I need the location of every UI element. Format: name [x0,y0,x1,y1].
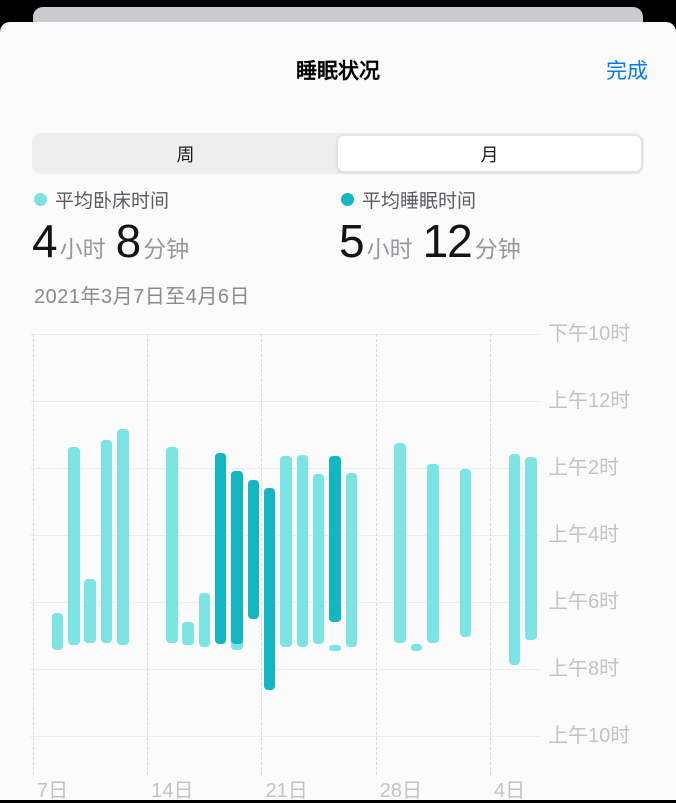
x-tick-label: 21日 [265,780,308,803]
stat-in-bed: 4 小时 8 分钟 [32,214,199,268]
sleep-bar-in_bed [182,622,194,645]
sleep-bar-in_bed [51,613,64,650]
navigation-bar: 睡眠状况 完成 [0,22,676,114]
in-bed-hours-value: 4 [32,215,58,267]
sleep-bar-in_bed [427,463,439,643]
y-tick-label: 上午4时 [548,524,620,546]
sleep-bar-in_bed [166,446,178,643]
y-tick-label: 上午10时 [548,725,631,747]
asleep-minutes-value: 12 [422,215,473,267]
sleep-bar-in_bed [280,455,292,647]
sleep-bar-in_bed [345,473,358,647]
y-tick-label: 上午8时 [548,658,620,680]
sleep-bar-asleep [247,480,260,620]
y-gridline [30,334,540,335]
sleep-bar-asleep [231,471,243,644]
legend: 平均卧床时间 平均睡眠时间 [0,186,676,213]
y-gridline [30,736,540,737]
legend-label-in-bed: 平均卧床时间 [55,191,170,212]
in-bed-dot-icon [34,193,47,206]
sleep-bar-in_bed [68,446,80,645]
done-button[interactable]: 完成 [606,55,648,85]
in-bed-minutes-value: 8 [115,215,142,267]
sleep-bar-in_bed [312,474,325,644]
y-tick-label: 上午6时 [548,591,620,613]
x-tick-label: 28日 [379,780,422,803]
sleep-bar-in_bed [329,644,341,651]
x-gridline [489,334,491,776]
legend-item-asleep: 平均睡眠时间 [341,186,476,213]
sleep-bar-in_bed [394,442,406,643]
in-bed-minutes-unit: 分钟 [143,236,190,262]
x-tick-label: 14日 [151,780,194,803]
period-segmented-control: 周 月 [32,133,644,174]
x-gridline [375,334,377,776]
y-tick-label: 下午10时 [548,323,631,345]
x-gridline [261,334,263,776]
stat-asleep: 5 小时 12 分钟 [339,214,531,268]
date-range-label: 2021年3月7日至4月6日 [34,286,250,308]
legend-item-in-bed: 平均卧床时间 [34,186,169,213]
sleep-bar-in_bed [410,643,423,651]
in-bed-hours-unit: 小时 [59,236,106,262]
sleep-bar-in_bed [117,429,129,645]
asleep-dot-icon [341,193,354,206]
asleep-hours-value: 5 [339,215,365,267]
sleep-bar-in_bed [525,456,537,640]
sleep-bar-in_bed [198,592,211,647]
x-gridline [147,334,149,776]
y-gridline [30,401,540,402]
x-tick-label: 7日 [37,780,69,803]
y-gridline [30,669,540,670]
sleep-bar-in_bed [459,469,472,637]
sleep-bar-asleep [263,488,276,691]
asleep-minutes-unit: 分钟 [474,236,521,262]
legend-label-asleep: 平均睡眠时间 [362,191,477,212]
x-gridline [33,334,34,776]
sleep-bar-chart: 下午10时上午12时上午2时上午4时上午6时上午8时上午10时 7日 14日 21日 2… [0,320,676,803]
y-tick-label: 上午2时 [548,457,620,479]
y-tick-label: 上午12时 [548,390,631,412]
sleep-bar-in_bed [508,453,521,665]
tab-week[interactable]: 周 [176,144,195,165]
page-title: 睡眠状况 [296,60,380,83]
sleep-bar-in_bed [84,578,96,643]
x-tick-label: 4日 [493,780,526,803]
sleep-bar-in_bed [296,454,309,647]
tab-month[interactable]: 月 [337,135,642,172]
sleep-status-sheet: 睡眠状况 完成 周 月 平均卧床时间 平均睡眠时间 4 小时 8 分钟 5 小时… [0,22,676,803]
sleep-bar-in_bed [100,439,113,643]
sleep-bar-asleep [214,452,227,644]
average-stats: 4 小时 8 分钟 5 小时 12 分钟 [0,215,676,274]
asleep-hours-unit: 小时 [366,236,413,262]
sleep-bar-asleep [329,455,341,623]
